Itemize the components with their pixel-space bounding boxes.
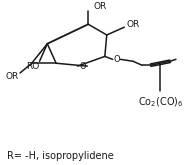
Text: R= -H, isopropylidene: R= -H, isopropylidene (7, 151, 114, 161)
Text: RO: RO (26, 62, 39, 71)
Text: OR: OR (93, 2, 106, 11)
Text: O: O (113, 55, 120, 64)
Text: O: O (79, 62, 86, 71)
Text: Co$_2$(CO)$_6$: Co$_2$(CO)$_6$ (138, 95, 183, 109)
Text: OR: OR (126, 20, 140, 29)
Text: OR: OR (5, 72, 19, 81)
